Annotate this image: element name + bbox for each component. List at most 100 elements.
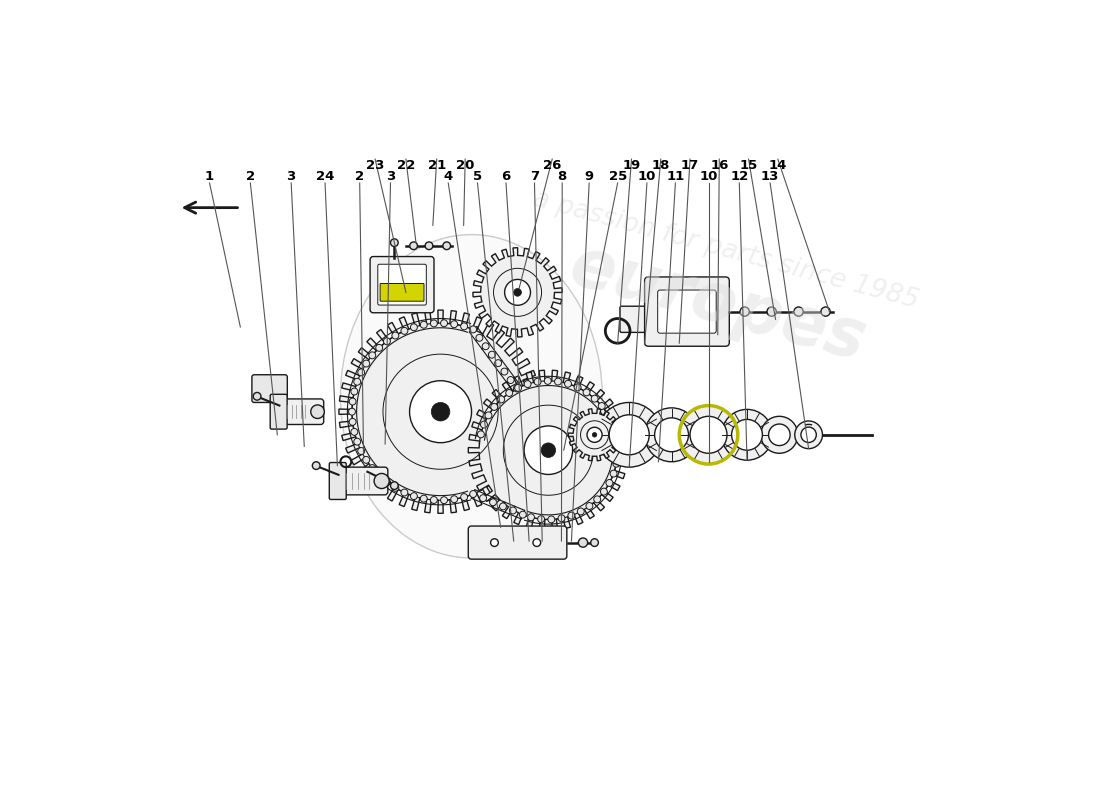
FancyBboxPatch shape bbox=[381, 283, 424, 302]
Text: 12: 12 bbox=[730, 170, 748, 183]
Circle shape bbox=[441, 320, 448, 326]
Circle shape bbox=[368, 465, 376, 471]
Text: 9: 9 bbox=[584, 170, 594, 183]
Circle shape bbox=[376, 344, 383, 351]
FancyBboxPatch shape bbox=[469, 526, 566, 559]
Circle shape bbox=[507, 377, 514, 383]
Circle shape bbox=[409, 242, 418, 250]
Circle shape bbox=[358, 369, 365, 376]
Circle shape bbox=[794, 421, 823, 449]
Text: 5: 5 bbox=[473, 170, 482, 183]
Circle shape bbox=[544, 378, 551, 384]
Circle shape bbox=[541, 443, 556, 458]
FancyBboxPatch shape bbox=[370, 257, 434, 313]
FancyBboxPatch shape bbox=[645, 277, 729, 346]
Circle shape bbox=[500, 368, 508, 375]
Circle shape bbox=[392, 484, 399, 491]
Circle shape bbox=[514, 385, 520, 392]
Circle shape bbox=[532, 538, 541, 546]
Circle shape bbox=[480, 494, 486, 502]
Circle shape bbox=[609, 414, 649, 455]
Circle shape bbox=[608, 420, 616, 427]
Circle shape bbox=[654, 418, 689, 452]
FancyBboxPatch shape bbox=[252, 374, 287, 402]
Circle shape bbox=[420, 322, 427, 328]
Text: 23: 23 bbox=[366, 158, 384, 172]
Text: 26: 26 bbox=[543, 158, 561, 172]
Circle shape bbox=[461, 494, 468, 501]
Text: 22: 22 bbox=[397, 158, 415, 172]
Circle shape bbox=[592, 433, 597, 437]
Circle shape bbox=[610, 470, 617, 477]
Text: 10: 10 bbox=[638, 170, 656, 183]
Circle shape bbox=[506, 390, 513, 397]
FancyBboxPatch shape bbox=[620, 306, 653, 332]
Text: 25: 25 bbox=[608, 170, 627, 183]
Circle shape bbox=[384, 338, 390, 345]
Circle shape bbox=[358, 447, 365, 454]
Circle shape bbox=[482, 342, 490, 350]
Circle shape bbox=[680, 406, 738, 464]
Text: 6: 6 bbox=[502, 170, 510, 183]
Circle shape bbox=[351, 429, 358, 435]
Circle shape bbox=[425, 242, 433, 250]
FancyBboxPatch shape bbox=[377, 264, 427, 305]
Text: europes: europes bbox=[562, 233, 873, 375]
Circle shape bbox=[349, 398, 356, 405]
Circle shape bbox=[392, 332, 399, 339]
Circle shape bbox=[491, 403, 497, 410]
Circle shape bbox=[587, 427, 602, 442]
Circle shape bbox=[431, 402, 450, 421]
Circle shape bbox=[461, 323, 468, 330]
Circle shape bbox=[614, 440, 620, 446]
Circle shape bbox=[821, 307, 830, 316]
Circle shape bbox=[351, 388, 358, 395]
Circle shape bbox=[410, 493, 417, 500]
Circle shape bbox=[740, 307, 749, 316]
Circle shape bbox=[441, 497, 448, 504]
Circle shape bbox=[601, 488, 607, 495]
Text: 2: 2 bbox=[245, 170, 255, 183]
FancyBboxPatch shape bbox=[331, 467, 388, 495]
Circle shape bbox=[554, 378, 561, 385]
Circle shape bbox=[481, 421, 487, 428]
Circle shape bbox=[613, 460, 619, 467]
Text: 2: 2 bbox=[355, 170, 364, 183]
Circle shape bbox=[514, 289, 521, 296]
Text: 4: 4 bbox=[443, 170, 453, 183]
Circle shape bbox=[568, 512, 575, 519]
Circle shape bbox=[349, 408, 355, 415]
Polygon shape bbox=[473, 248, 562, 337]
Circle shape bbox=[574, 384, 581, 391]
Text: a passion for parts since 1985: a passion for parts since 1985 bbox=[530, 186, 921, 314]
Circle shape bbox=[591, 538, 598, 546]
Circle shape bbox=[253, 393, 261, 400]
Circle shape bbox=[491, 538, 498, 546]
Circle shape bbox=[451, 496, 458, 502]
Text: 24: 24 bbox=[316, 170, 334, 183]
Text: 1: 1 bbox=[205, 170, 214, 183]
Circle shape bbox=[594, 496, 601, 503]
Circle shape bbox=[451, 321, 458, 328]
Text: 19: 19 bbox=[623, 158, 640, 172]
Circle shape bbox=[794, 307, 803, 316]
Circle shape bbox=[368, 352, 376, 358]
Circle shape bbox=[312, 462, 320, 470]
Circle shape bbox=[354, 378, 361, 386]
Circle shape bbox=[374, 474, 389, 489]
Circle shape bbox=[558, 514, 565, 522]
Circle shape bbox=[614, 450, 622, 457]
Text: 17: 17 bbox=[681, 158, 700, 172]
Text: 13: 13 bbox=[761, 170, 779, 183]
Circle shape bbox=[470, 490, 476, 498]
Text: 14: 14 bbox=[769, 158, 786, 172]
Circle shape bbox=[801, 427, 816, 442]
Circle shape bbox=[591, 395, 598, 402]
Circle shape bbox=[722, 410, 772, 460]
Circle shape bbox=[430, 497, 438, 503]
FancyBboxPatch shape bbox=[271, 394, 287, 429]
Circle shape bbox=[470, 326, 476, 333]
Text: 18: 18 bbox=[651, 158, 670, 172]
Circle shape bbox=[488, 351, 495, 358]
Circle shape bbox=[495, 360, 502, 366]
